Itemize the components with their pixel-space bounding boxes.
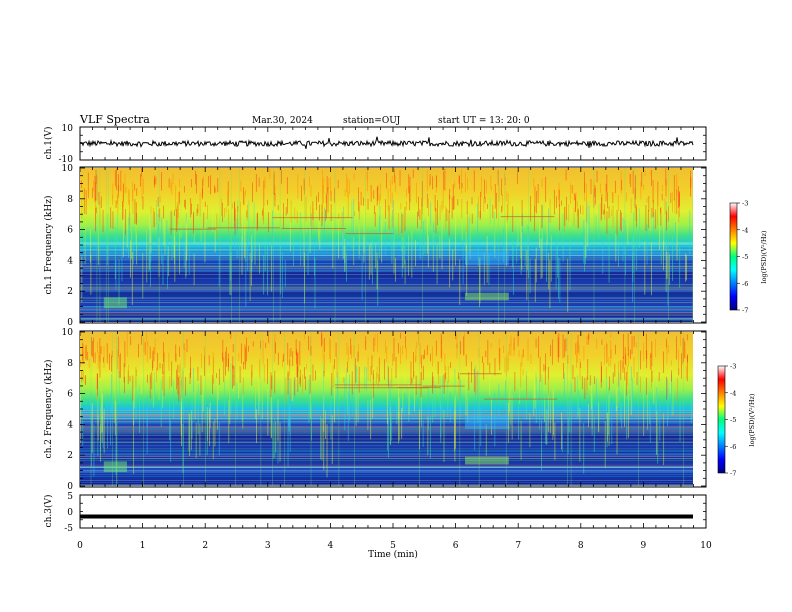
emission-patch bbox=[103, 297, 127, 309]
ch2-colorbar bbox=[717, 365, 726, 474]
x-tick-label: 10 bbox=[700, 541, 712, 551]
ch1-waveform-frame bbox=[79, 126, 707, 161]
colorbar-tick-label: -4 bbox=[742, 226, 748, 234]
x-tick-label: 1 bbox=[140, 541, 146, 551]
start-time-label: start UT = 13: 20: 0 bbox=[438, 116, 530, 126]
x-tick-labels: 0 1 2 3 4 5 6 7 8 9 10 bbox=[77, 541, 712, 551]
y-tick-label: 10 bbox=[62, 164, 74, 174]
ch1-colorbar bbox=[729, 202, 738, 311]
x-tick-label: 0 bbox=[77, 541, 83, 551]
x-tick-label: 6 bbox=[453, 541, 459, 551]
emission-patch bbox=[464, 292, 509, 301]
colorbar-tick-label: -5 bbox=[730, 416, 736, 424]
x-tick-label: 3 bbox=[265, 541, 271, 551]
ch1-waveform-panel: 10 -10 ch.1(V) bbox=[43, 124, 707, 165]
y-tick-label: 8 bbox=[67, 359, 73, 369]
colorbar-tick-label: -4 bbox=[730, 389, 736, 397]
station-label: station=OUJ bbox=[343, 116, 401, 126]
ch3-ticks bbox=[79, 494, 707, 529]
y-tick-label: 6 bbox=[67, 226, 73, 236]
emission-patch bbox=[103, 461, 127, 473]
y-tick-label: 2 bbox=[67, 287, 73, 297]
ch3-ytick-mid: 0 bbox=[67, 508, 73, 518]
y-tick-label: 4 bbox=[67, 256, 73, 266]
ch1-spectrogram-texture bbox=[80, 168, 693, 322]
y-tick-label: 2 bbox=[67, 451, 73, 461]
ch3-ytick-top: 5 bbox=[67, 492, 73, 502]
x-tick-label: 9 bbox=[641, 541, 647, 551]
ch1-spec-yticklabels: 0 2 4 6 8 10 bbox=[62, 164, 74, 328]
ch1-ylabel: ch.1(V) bbox=[43, 127, 54, 160]
ch2-spec-ticks bbox=[79, 331, 707, 487]
ch1-ytick-bottom: -10 bbox=[59, 155, 74, 165]
ch1-colorbar-ticks: -3 -4 -5 -6 -7 bbox=[737, 200, 748, 315]
ch1-waveform-trace bbox=[79, 136, 694, 149]
y-tick-label: 8 bbox=[67, 195, 73, 205]
y-tick-label: 10 bbox=[62, 328, 74, 338]
colorbar-tick-label: -7 bbox=[742, 307, 748, 315]
colorbar-tick-label: -6 bbox=[742, 280, 748, 288]
ch2-spec-ylabel: ch.2 Frequency (kHz) bbox=[43, 360, 54, 459]
colorbar-tick-label: -7 bbox=[730, 470, 736, 478]
colorbar-tick-label: -3 bbox=[730, 363, 736, 371]
date-label: Mar.30, 2024 bbox=[252, 116, 313, 126]
x-tick-label: 8 bbox=[578, 541, 584, 551]
ch2-spectrogram-texture bbox=[80, 332, 693, 486]
x-tick-label: 5 bbox=[390, 541, 396, 551]
x-tick-label: 2 bbox=[202, 541, 208, 551]
ch1-spec-ylabel: ch.1 Frequency (kHz) bbox=[43, 196, 54, 295]
emission-patch bbox=[464, 251, 509, 266]
y-tick-label: 6 bbox=[67, 390, 73, 400]
y-tick-label: 4 bbox=[67, 420, 73, 430]
ch2-colorbar-ticks: -3 -4 -5 -6 -7 bbox=[725, 363, 736, 478]
ch2-spec-yticklabels: 0 2 4 6 8 10 bbox=[62, 328, 74, 492]
colorbar-tick-label: -5 bbox=[742, 253, 748, 261]
colorbar-tick-label: -3 bbox=[742, 200, 748, 208]
ch2-colorbar-label: log(PSD)(V²/Hz) bbox=[748, 393, 756, 446]
emission-patch bbox=[464, 415, 509, 430]
y-tick-label: 0 bbox=[67, 482, 73, 492]
ch3-ylabel: ch.3(V) bbox=[43, 495, 54, 528]
x-tick-label: 4 bbox=[328, 541, 334, 551]
emission-patch bbox=[464, 456, 509, 465]
y-tick-label: 0 bbox=[67, 318, 73, 328]
figure-title: VLF Spectra bbox=[79, 113, 150, 126]
x-tick-label: 7 bbox=[515, 541, 521, 551]
ch3-waveform-panel: 5 0 -5 ch.3(V) bbox=[43, 492, 707, 534]
ch1-colorbar-label: log(PSD)(V²/Hz) bbox=[760, 230, 768, 283]
x-axis-label: Time (min) bbox=[368, 549, 418, 560]
ch1-ticks bbox=[79, 126, 707, 161]
ch1-spec-ticks bbox=[79, 167, 707, 323]
ch3-ytick-bottom: -5 bbox=[64, 524, 73, 534]
ch1-ytick-top: 10 bbox=[62, 124, 74, 134]
colorbar-tick-label: -6 bbox=[730, 443, 736, 451]
